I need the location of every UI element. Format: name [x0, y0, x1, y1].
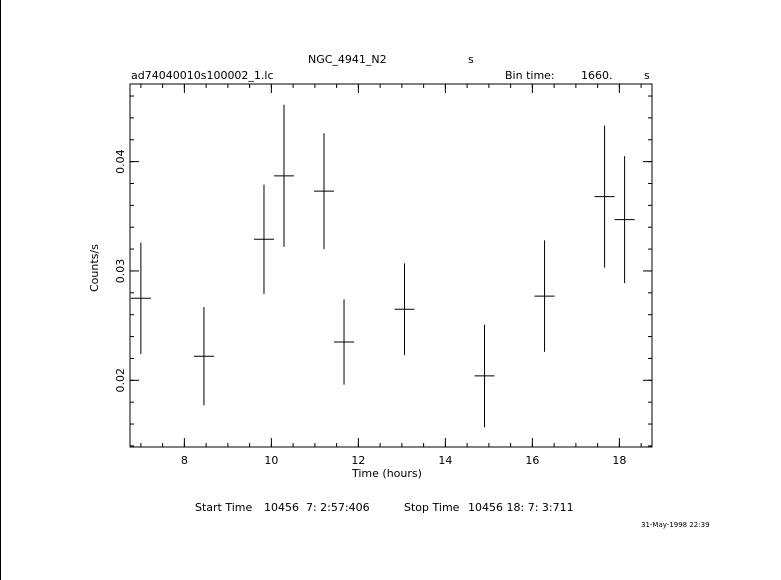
data-point	[394, 263, 415, 356]
y-tick-label: 0.03	[114, 259, 127, 284]
x-axis-label: Time (hours)	[352, 467, 422, 480]
axis-ticks: 8 10 12 14 16 18 0.02 0.03 0.04	[114, 84, 652, 467]
x-tick-label: 8	[181, 454, 188, 467]
data-point	[474, 324, 495, 428]
y-axis-label: Counts/s	[88, 244, 101, 292]
data-point	[314, 133, 335, 250]
stop-time-value: 10456 18: 7: 3:711	[468, 501, 574, 514]
data-points	[130, 104, 635, 428]
data-point	[334, 299, 355, 385]
data-point	[253, 184, 274, 294]
plot-date: 31-May-1998 22:39	[641, 521, 710, 529]
data-point	[193, 307, 214, 406]
start-time-value: 10456 7: 2:57:406	[264, 501, 370, 514]
window-left-border	[0, 0, 1, 580]
x-tick-label: 14	[438, 454, 452, 467]
data-point	[534, 240, 555, 352]
x-tick-label: 18	[612, 454, 626, 467]
x-tick-label: 16	[525, 454, 539, 467]
object-unit: s	[468, 53, 474, 66]
stop-time-label: Stop Time	[404, 501, 460, 514]
y-tick-label: 0.02	[114, 368, 127, 393]
data-point	[594, 125, 615, 268]
data-point	[273, 104, 294, 247]
y-tick-label: 0.04	[114, 149, 127, 174]
plot-frame	[129, 83, 653, 448]
file-name: ad74040010s100002_1.lc	[131, 69, 274, 82]
bin-time-unit: s	[644, 69, 650, 82]
data-point	[130, 242, 151, 355]
object-name: NGC_4941_N2	[308, 53, 387, 66]
bin-time-label: Bin time:	[505, 69, 555, 82]
bin-time-value: 1660.	[581, 69, 613, 82]
start-time-label: Start Time	[195, 501, 253, 514]
x-tick-label: 12	[351, 454, 365, 467]
data-point	[614, 156, 635, 283]
x-tick-label: 10	[264, 454, 278, 467]
